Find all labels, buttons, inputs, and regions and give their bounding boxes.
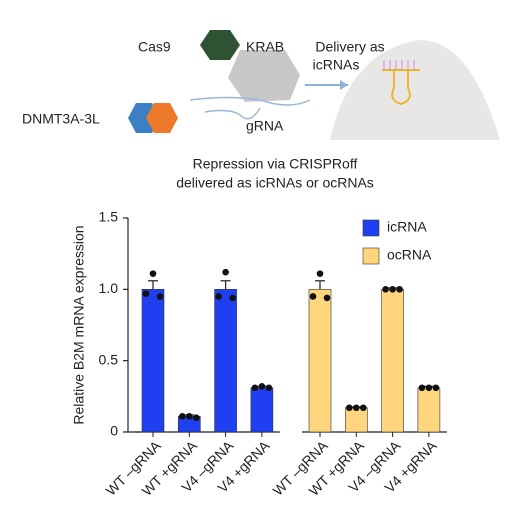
data-point: [323, 294, 331, 302]
data-point: [186, 413, 193, 420]
bar: [308, 289, 332, 433]
delivery-label: icRNAs: [313, 57, 360, 73]
cas9-shape: [228, 50, 300, 102]
data-point: [316, 270, 324, 277]
data-point: [222, 268, 229, 276]
legend-swatch: [362, 219, 380, 237]
data-point: [229, 294, 236, 302]
data-point: [396, 286, 403, 293]
arrow-head: [340, 80, 348, 90]
data-point: [179, 413, 186, 420]
data-point: [346, 404, 353, 412]
cas9-label: Cas9: [138, 39, 171, 55]
data-point: [265, 384, 273, 392]
grna-label: gRNA: [246, 118, 284, 134]
data-point: [360, 404, 367, 412]
data-point: [425, 384, 433, 392]
y-axis-label: Relative B2M mRNA expression: [71, 225, 87, 424]
bar: [214, 289, 237, 433]
data-point: [353, 404, 360, 412]
dnmt-label: DNMT3A-3L: [22, 111, 100, 127]
cell: [330, 40, 500, 140]
icrna-hairpin: [382, 69, 420, 106]
data-point: [432, 384, 440, 392]
legend-swatch: [362, 247, 380, 265]
y-tick-label: 0: [110, 423, 118, 439]
data-point: [382, 286, 389, 293]
chart-title: delivered as icRNAs or ocRNAs: [176, 175, 374, 191]
data-point: [142, 290, 150, 297]
dnmt-shape-2: [146, 103, 178, 133]
bar: [344, 407, 368, 433]
data-point: [156, 293, 164, 300]
bar: [250, 387, 274, 433]
legend-label: ocRNA: [387, 247, 432, 263]
bar: [417, 387, 441, 433]
y-tick-label: 1.5: [99, 209, 119, 225]
data-point: [389, 286, 396, 293]
delivery-label: Delivery as: [315, 39, 384, 55]
data-point: [418, 384, 426, 392]
bar: [381, 289, 404, 433]
diagram: Cas9 KRAB DNMT3A-3L gRNA Delivery as icR…: [22, 30, 500, 140]
data-point: [193, 414, 200, 422]
krab-label: KRAB: [246, 39, 284, 55]
y-tick-label: 1.0: [99, 280, 119, 296]
chart-title: Repression via CRISPRoff: [193, 156, 358, 172]
data-point: [251, 384, 259, 392]
y-tick-label: 0.5: [99, 351, 119, 367]
grna-strand: [189, 96, 311, 120]
legend-label: icRNA: [387, 219, 427, 235]
bar: [141, 289, 165, 433]
data-point: [215, 293, 222, 300]
hairpin-guide: [383, 60, 415, 70]
data-point: [258, 383, 266, 390]
krab-shape: [200, 30, 240, 60]
data-point: [309, 293, 317, 300]
data-point: [149, 270, 157, 277]
